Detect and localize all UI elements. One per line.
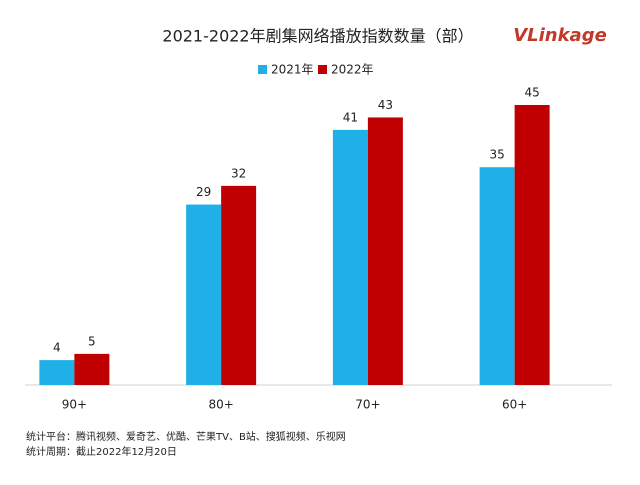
data-label: 35: [489, 148, 504, 162]
data-label: 32: [231, 166, 246, 180]
x-tick-label: 60+: [502, 398, 527, 412]
bar: [186, 204, 222, 385]
bar: [74, 353, 110, 385]
x-tick-label: 80+: [208, 398, 233, 412]
bar: [479, 167, 515, 385]
x-tick-label: 70+: [355, 398, 380, 412]
data-label: 41: [343, 110, 358, 124]
logo: VLinkage: [513, 25, 607, 46]
bar: [221, 185, 257, 385]
legend-swatch: [258, 65, 267, 74]
chart-title: 2021-2022年剧集网络播放指数数量（部）: [162, 27, 473, 46]
data-label: 43: [378, 98, 393, 112]
bar: [39, 360, 75, 385]
data-label: 5: [88, 334, 96, 348]
bar: [367, 117, 403, 385]
data-label: 45: [524, 86, 539, 100]
x-tick-label: 90+: [62, 398, 87, 412]
note: 统计平台：腾讯视频、爱奇艺、优酷、芒果TV、B站、搜狐视频、乐视网: [26, 430, 346, 443]
legend-label: 2022年: [331, 63, 374, 77]
legend-label: 2021年: [271, 63, 314, 77]
data-label: 29: [196, 185, 211, 199]
bar: [514, 105, 550, 385]
note: 统计周期：截止2022年12月20日: [26, 445, 177, 458]
data-label: 4: [53, 341, 61, 355]
bar: [332, 129, 368, 385]
legend-swatch: [318, 65, 327, 74]
